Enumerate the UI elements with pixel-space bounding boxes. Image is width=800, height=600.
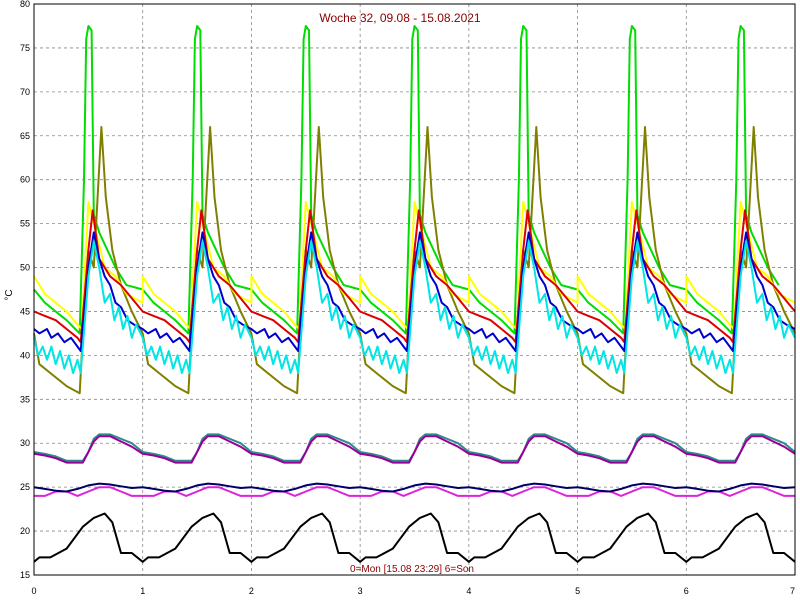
- x-tick-label: 7: [790, 586, 795, 596]
- y-tick-label: 35: [20, 394, 30, 404]
- series-line-7: [33, 435, 796, 464]
- y-tick-label: 65: [20, 131, 30, 141]
- y-tick-label: 60: [20, 175, 30, 185]
- chart-title: Woche 32, 09.08 - 15.08.2021: [319, 11, 481, 25]
- series-line-8: [34, 486, 795, 497]
- y-tick-label: 40: [20, 350, 30, 360]
- x-tick-label: 4: [466, 586, 471, 596]
- x-tick-label: 6: [684, 586, 689, 596]
- series-line-0: [33, 25, 780, 335]
- y-tick-label: 50: [20, 263, 30, 273]
- x-tick-label: 2: [249, 586, 254, 596]
- y-tick-label: 45: [20, 306, 30, 316]
- series-line-2: [33, 200, 796, 330]
- y-axis-ticks: 15 20 25 30 35 40 45 50 55 60 65 70 75 80: [20, 0, 30, 580]
- y-tick-label: 75: [20, 43, 30, 53]
- series-line-5: [33, 240, 796, 374]
- y-tick-label: 20: [20, 526, 30, 536]
- y-tick-label: 15: [20, 570, 30, 580]
- plot-frame: [33, 3, 796, 576]
- x-tick-label: 5: [575, 586, 580, 596]
- y-tick-label: 25: [20, 482, 30, 492]
- grid: [34, 4, 795, 575]
- series-line-9: [33, 482, 796, 493]
- series-line-10: [33, 512, 796, 563]
- series-line-3: [33, 209, 796, 344]
- y-tick-label: 70: [20, 87, 30, 97]
- x-tick-label: 1: [140, 586, 145, 596]
- y-tick-label: 55: [20, 219, 30, 229]
- x-tick-label: 3: [358, 586, 363, 596]
- y-tick-label: 30: [20, 438, 30, 448]
- x-tick-label: 0: [31, 586, 36, 596]
- x-axis-ticks: 0 1 2 3 4 5 6 7: [31, 586, 795, 596]
- y-axis-label: °C: [4, 289, 15, 300]
- series-line-4: [33, 231, 796, 352]
- chart-footer: 0=Mon [15.08 23:29] 6=Son: [350, 564, 474, 575]
- y-tick-label: 80: [20, 0, 30, 9]
- series-group: [33, 25, 796, 563]
